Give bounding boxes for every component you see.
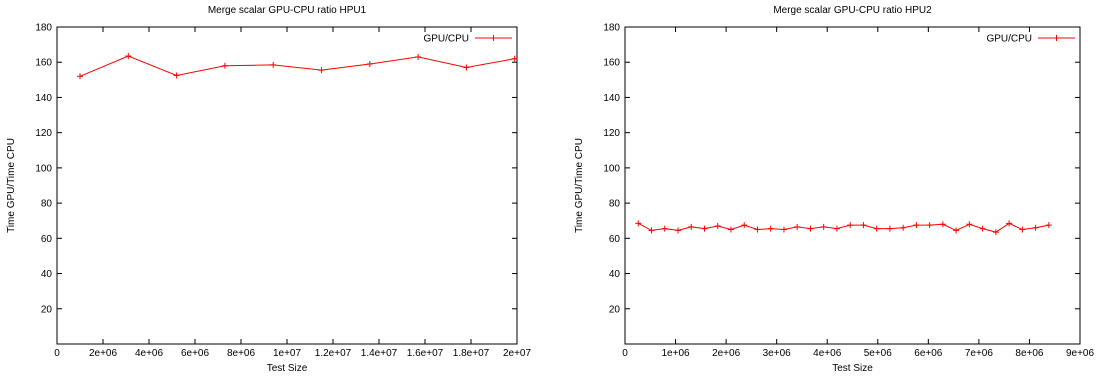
data-point [661, 225, 668, 232]
data-point [767, 225, 774, 232]
x-tick-label: 1e+06 [662, 348, 691, 359]
chart-hpu2: Merge scalar GPU-CPU ratio HPU2 0 1e+06 2e+… [574, 5, 1095, 374]
x-tick-label: 1.2e+07 [315, 348, 352, 359]
data-point [221, 62, 228, 69]
x-tick-label: 7e+06 [965, 348, 994, 359]
x-tick-label: 0 [622, 348, 628, 359]
series-line [638, 222, 1049, 233]
data-point [125, 53, 132, 60]
data-point [674, 227, 681, 234]
x-tick-label: 8e+06 [1015, 348, 1044, 359]
series-line [79, 55, 515, 77]
y-tick-label: 100 [35, 163, 52, 174]
data-point [873, 225, 880, 232]
x-tick-label: 6e+06 [914, 348, 943, 359]
x-tick-label: 5e+06 [864, 348, 893, 359]
data-point [1019, 226, 1026, 233]
data-point [318, 67, 325, 74]
data-point [1045, 222, 1052, 229]
y-tick-label: 60 [41, 234, 53, 245]
data-point [794, 223, 801, 230]
y-tick-label: 140 [35, 93, 52, 104]
data-point [860, 222, 867, 229]
x-tick-label: 1.6e+07 [407, 348, 444, 359]
data-point [886, 225, 893, 232]
data-point [1006, 220, 1013, 227]
y-tick-label: 40 [609, 269, 621, 280]
data-point [953, 227, 960, 234]
data-point [847, 222, 854, 229]
y-tick-label: 180 [603, 23, 620, 34]
data-point [820, 223, 827, 230]
data-point [992, 229, 999, 236]
plot-frame [56, 26, 518, 345]
x-tick-label: 2e+06 [89, 348, 118, 359]
chart-title: Merge scalar GPU-CPU ratio HPU1 [208, 5, 367, 16]
data-point [511, 55, 518, 62]
data-point [939, 221, 946, 228]
data-point [366, 60, 373, 67]
x-tick-label: 1.8e+07 [453, 348, 490, 359]
y-tick-label: 20 [609, 304, 621, 315]
data-point [714, 223, 721, 230]
x-axis-label: Test Size [267, 363, 308, 374]
y-tick-label: 140 [603, 93, 620, 104]
x-tick-label: 9e+06 [1066, 348, 1095, 359]
data-point [780, 226, 787, 233]
y-tick-label: 160 [35, 58, 52, 69]
x-tick-label: 4e+06 [135, 348, 164, 359]
data-point [648, 227, 655, 234]
plot-frame [624, 26, 1081, 345]
x-tick-label: 8e+06 [227, 348, 256, 359]
data-point [833, 225, 840, 232]
y-tick-label: 40 [41, 269, 53, 280]
data-point [754, 226, 761, 233]
y-tick-label: 120 [603, 128, 620, 139]
y-axis-label: Time GPU/Time CPU [6, 138, 17, 233]
data-point [741, 222, 748, 229]
x-tick-label: 2e+07 [503, 348, 532, 359]
data-point [688, 223, 695, 230]
data-point [701, 225, 708, 232]
data-point [173, 72, 180, 79]
y-tick-label: 100 [603, 163, 620, 174]
y-tick-label: 120 [35, 128, 52, 139]
data-point [463, 64, 470, 71]
data-point [979, 225, 986, 232]
legend-label: GPU/CPU [986, 34, 1032, 45]
y-tick-label: 80 [41, 199, 53, 210]
chart-hpu1: Merge scalar GPU-CPU ratio HPU1 0 2e+06 4e+… [6, 5, 532, 374]
x-tick-label: 1.4e+07 [361, 348, 398, 359]
y-tick-label: 20 [41, 304, 53, 315]
y-axis-label: Time GPU/Time CPU [574, 138, 585, 233]
y-tick-label: 180 [35, 23, 52, 34]
x-tick-label: 2e+06 [712, 348, 741, 359]
x-tick-label: 1e+07 [273, 348, 302, 359]
legend-label: GPU/CPU [423, 34, 469, 45]
y-tick-label: 60 [609, 234, 621, 245]
data-point [1032, 224, 1039, 231]
data-point [900, 224, 907, 231]
data-point [926, 222, 933, 229]
x-tick-label: 4e+06 [813, 348, 842, 359]
data-point [270, 61, 277, 68]
data-point [807, 225, 814, 232]
y-tick-label: 80 [609, 199, 621, 210]
y-tick-label: 160 [603, 58, 620, 69]
x-tick-label: 0 [54, 348, 60, 359]
data-point [966, 221, 973, 228]
data-point [635, 220, 642, 227]
x-tick-label: 3e+06 [763, 348, 792, 359]
data-point [415, 53, 422, 60]
x-tick-label: 6e+06 [181, 348, 210, 359]
data-point [727, 226, 734, 233]
x-axis-label: Test Size [832, 363, 873, 374]
data-point [77, 73, 83, 80]
chart-title: Merge scalar GPU-CPU ratio HPU2 [773, 5, 932, 16]
data-point [913, 222, 920, 229]
